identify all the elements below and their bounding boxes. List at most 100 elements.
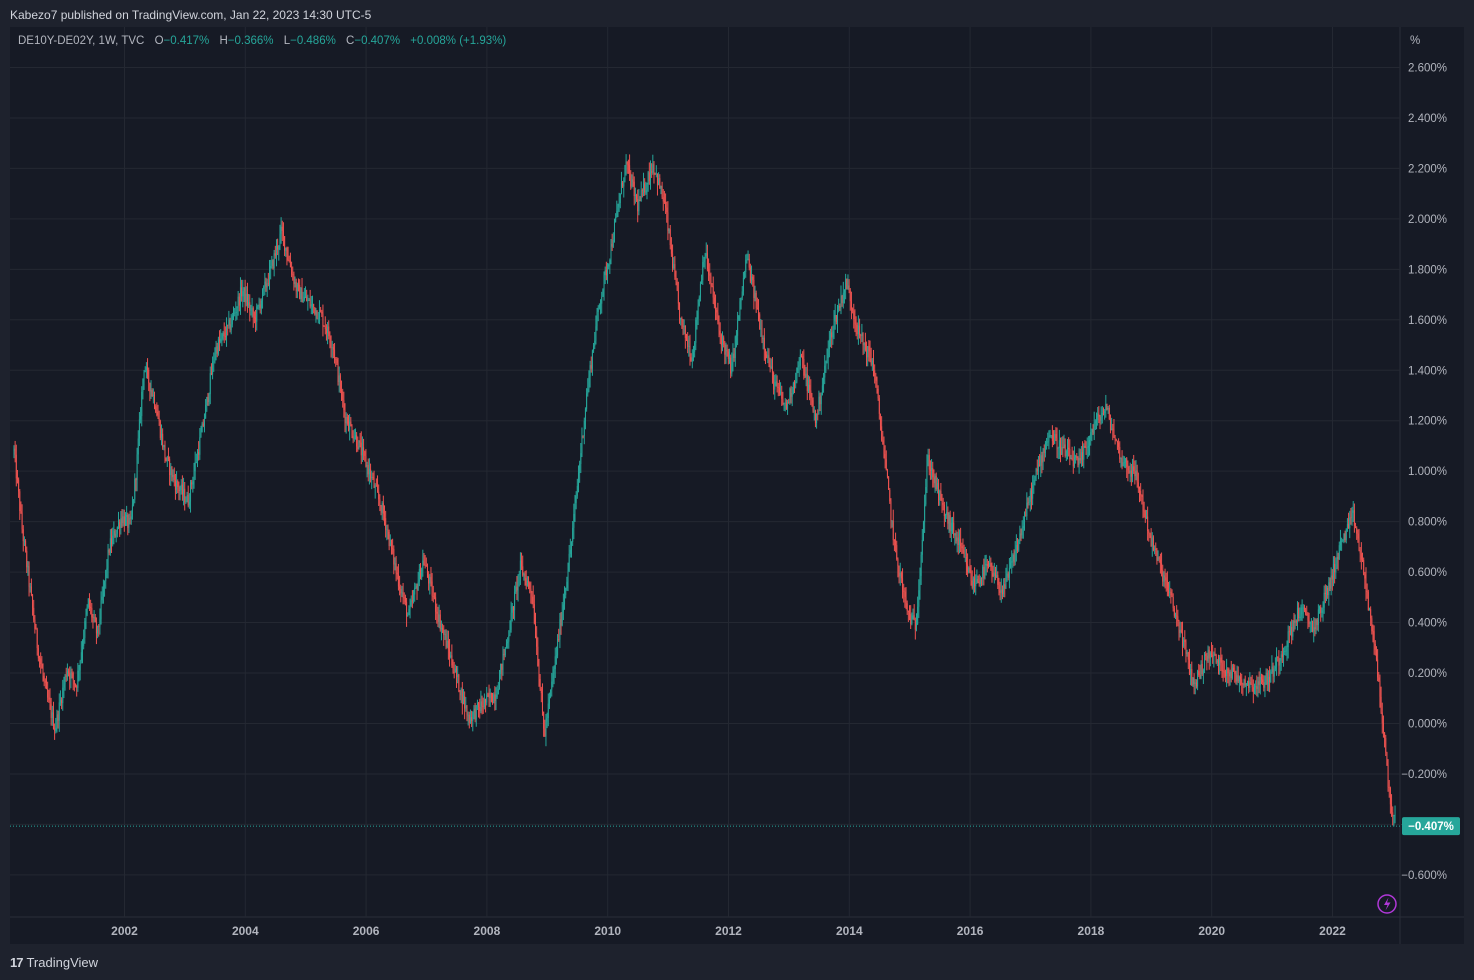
candle-body <box>1391 804 1393 813</box>
time-axis[interactable]: 2002 2004 2006 2008 2010 2012 2014 2016 2018 2020… <box>111 924 1346 938</box>
candle-body <box>1158 557 1160 560</box>
candle-body <box>751 276 753 282</box>
candle-body <box>856 324 858 335</box>
candle-body <box>895 540 897 546</box>
candle-body <box>486 694 488 703</box>
change-value: +0.008% (+1.93%) <box>410 35 507 47</box>
candle-body <box>1302 607 1304 609</box>
candle-body <box>759 314 761 330</box>
candle-body <box>86 607 88 615</box>
candle-body <box>618 203 620 207</box>
candle-body <box>165 458 167 462</box>
candle-body <box>121 518 123 523</box>
candle-body <box>771 366 773 373</box>
candle-body <box>847 285 849 289</box>
candle-body <box>922 522 924 540</box>
candle-body <box>1047 441 1049 443</box>
candle-body <box>332 347 334 350</box>
candle-body <box>443 629 445 636</box>
candle-body <box>1069 449 1071 460</box>
candle-body <box>991 566 993 574</box>
candle-body <box>814 410 816 423</box>
chart-area[interactable] <box>10 27 1464 944</box>
candle-body <box>604 270 606 275</box>
candle-body <box>246 293 248 306</box>
candle-body <box>122 516 124 523</box>
candle-body <box>624 165 626 181</box>
candle-body <box>1270 671 1272 682</box>
candle-body <box>310 304 312 307</box>
candle-body <box>747 258 749 260</box>
candle-body <box>1122 462 1124 467</box>
candle-body <box>712 286 714 298</box>
candle-body <box>1315 619 1317 630</box>
candle-body <box>439 614 441 630</box>
candle-body <box>108 549 110 553</box>
candle-body <box>330 342 332 348</box>
x-tick-label: 2014 <box>836 924 863 938</box>
candle-body <box>1175 615 1177 617</box>
candle-body <box>1276 657 1278 667</box>
high-label: H <box>219 35 228 47</box>
last-price-badge: −0.407% <box>1402 817 1460 836</box>
candle-body <box>1056 437 1058 449</box>
candle-body <box>1253 686 1255 693</box>
symbol-name[interactable]: DE10Y-DE02Y, 1W, TVC <box>18 35 145 47</box>
candle-body <box>925 487 927 505</box>
candle-body <box>142 378 144 392</box>
candle-body <box>381 503 383 513</box>
candle-body <box>1013 554 1015 563</box>
candle-body <box>572 527 574 542</box>
candle-body <box>761 328 763 340</box>
candle-body <box>410 600 412 606</box>
candle-body <box>356 435 358 447</box>
candle-body <box>314 307 316 315</box>
close-label: C <box>346 35 355 47</box>
candle-body <box>644 183 646 193</box>
candle-body <box>1197 671 1199 687</box>
candle-body <box>845 278 847 290</box>
x-tick-label: 2022 <box>1319 924 1346 938</box>
candle-body <box>234 312 236 314</box>
candle-body <box>738 315 740 321</box>
candle-body <box>609 260 611 265</box>
candle-body <box>857 325 859 335</box>
candle-body <box>914 620 916 630</box>
candle-body <box>337 363 339 383</box>
candle-body <box>316 310 318 319</box>
candle-body <box>702 262 704 281</box>
candle-body <box>1223 671 1225 673</box>
candle-body <box>69 672 71 679</box>
candle-body <box>1310 621 1312 622</box>
candle-body <box>1236 675 1238 682</box>
x-tick-label: 2020 <box>1198 924 1225 938</box>
candle-body <box>661 185 663 198</box>
candle-body <box>1364 574 1366 579</box>
candle-body <box>1267 676 1269 685</box>
candle-body <box>1278 657 1280 666</box>
candle-body <box>746 259 748 261</box>
candle-body <box>611 243 613 247</box>
footer-brand[interactable]: 17 TradingView <box>10 955 98 970</box>
candle-body <box>212 361 214 375</box>
candle-body <box>633 181 635 197</box>
candle-body <box>1327 587 1329 596</box>
candle-body <box>1195 682 1197 687</box>
lightning-icon[interactable] <box>1377 894 1397 914</box>
candle-body <box>1216 660 1218 663</box>
candle-body <box>205 405 207 419</box>
candle-body <box>367 464 369 475</box>
candle-body <box>474 708 476 720</box>
candle-body <box>1101 412 1103 417</box>
candle-body <box>538 665 540 679</box>
candle-body <box>996 575 998 578</box>
candle-body <box>90 606 92 608</box>
candle-body <box>698 297 700 306</box>
candle-body <box>488 694 490 699</box>
candle-body <box>201 423 203 433</box>
price-axis[interactable]: 2.600% 2.400% 2.200% 2.000% 1.800% 1.600% 1.40… <box>1401 63 1447 882</box>
candle-body <box>975 583 977 587</box>
candle-body <box>1186 652 1188 654</box>
candle-body <box>120 518 122 529</box>
